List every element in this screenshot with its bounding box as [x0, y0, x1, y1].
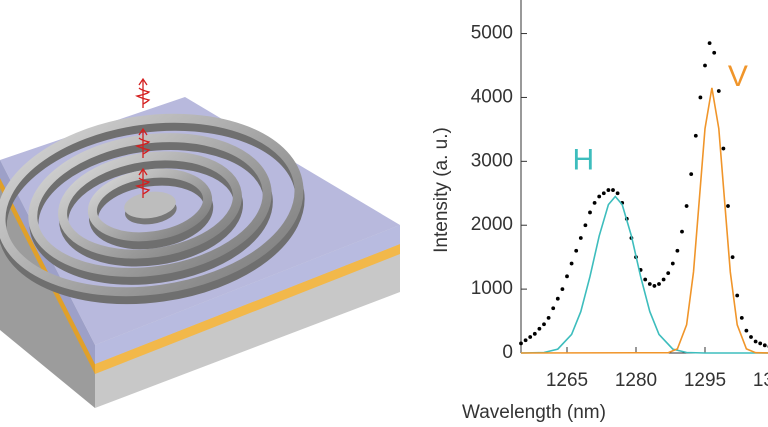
x-tick-label: 1280 [615, 370, 657, 391]
data-point [643, 277, 648, 282]
data-point [574, 248, 579, 253]
data-point [615, 191, 620, 196]
data-point [578, 236, 583, 240]
data-point [647, 282, 652, 286]
data-point [555, 296, 560, 301]
data-point [707, 41, 712, 46]
data-point [528, 335, 533, 339]
data-point [560, 287, 565, 292]
data-point [565, 274, 569, 279]
data-point [592, 200, 597, 205]
y-tick-label: 2000 [471, 214, 513, 235]
data-point [537, 326, 542, 331]
data-point [546, 315, 551, 320]
series-label: H [572, 143, 594, 176]
data-point [716, 89, 721, 93]
series-label: V [728, 60, 748, 93]
data-point [523, 338, 528, 343]
data-point [569, 261, 574, 266]
data-point [666, 271, 671, 276]
data-point [703, 63, 707, 68]
data-point [744, 328, 749, 333]
data-point [689, 172, 694, 177]
y-tick-label: 3000 [471, 150, 513, 171]
data-point [519, 341, 523, 346]
data-point [611, 188, 615, 192]
data-point [749, 335, 753, 339]
y-tick-label: 4000 [471, 86, 513, 107]
data-point [601, 191, 606, 196]
data-point [551, 306, 556, 311]
data-point [726, 204, 730, 208]
data-point [721, 146, 726, 151]
y-tick-label: 1000 [471, 278, 513, 299]
data-point [583, 223, 588, 228]
y-axis-label: Intensity (a. u.) [431, 127, 452, 253]
fit-curve [520, 87, 768, 354]
data-point [652, 284, 657, 288]
data-point [661, 277, 666, 282]
data-point [597, 194, 602, 199]
data-point [684, 204, 689, 208]
data-point [588, 210, 592, 215]
data-point [680, 229, 684, 234]
data-point [735, 293, 740, 298]
y-tick-label: 5000 [471, 23, 513, 44]
data-point [542, 322, 546, 327]
data-point [675, 248, 680, 253]
y-tick-label: 0 [502, 342, 513, 363]
data-point [753, 339, 758, 344]
x-tick-label: 1295 [684, 370, 726, 391]
x-tick-label: 1265 [546, 370, 588, 391]
data-point [657, 282, 661, 286]
data-point [693, 133, 698, 138]
data-point [698, 95, 703, 100]
data-point [730, 255, 735, 260]
data-point [739, 315, 744, 320]
data-point [670, 261, 675, 266]
data-point [532, 331, 537, 336]
x-tick-label: 1310 [753, 370, 768, 391]
data-point [606, 188, 611, 192]
x-axis-label: Wavelength (nm) [462, 402, 606, 423]
device-schematic [0, 77, 400, 408]
data-point [762, 343, 767, 348]
data-point [758, 341, 763, 346]
data-point [712, 50, 717, 55]
